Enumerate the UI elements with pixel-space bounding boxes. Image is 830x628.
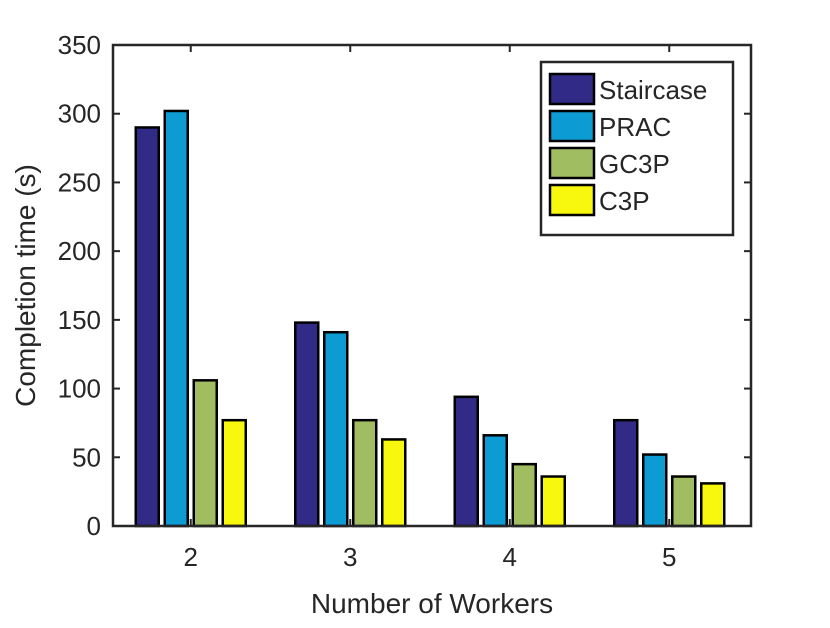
bar-prac-4 bbox=[482, 434, 508, 528]
legend-swatch-prac bbox=[548, 109, 596, 143]
y-tick-label: 100 bbox=[58, 374, 101, 404]
bar-staircase-4 bbox=[453, 395, 479, 528]
legend-label-staircase: Staircase bbox=[599, 75, 707, 105]
bar-c3p-3 bbox=[381, 438, 407, 528]
bar-gc3p-3 bbox=[352, 418, 378, 528]
x-axis-title: Number of Workers bbox=[311, 588, 553, 619]
legend-swatch-gc3p bbox=[548, 146, 596, 180]
legend: Staircase PRAC GC3P C3P bbox=[539, 60, 735, 237]
legend-label-gc3p: GC3P bbox=[599, 149, 670, 179]
ticks-group bbox=[113, 44, 751, 527]
x-tick-label: 4 bbox=[503, 542, 517, 572]
bar-gc3p-5 bbox=[671, 475, 697, 528]
plot-frame bbox=[111, 43, 753, 528]
bar-c3p-5 bbox=[700, 482, 726, 528]
bar-prac-2 bbox=[163, 109, 189, 528]
legend-swatch-staircase bbox=[548, 72, 596, 106]
legend-label-prac: PRAC bbox=[599, 112, 671, 142]
tick-labels-group: 0 50 100 150 200 250 300 350 2 3 4 5 bbox=[58, 30, 677, 572]
legend-swatch-c3p bbox=[548, 183, 596, 217]
bar-gc3p-2 bbox=[192, 379, 218, 528]
bar-c3p-4 bbox=[540, 475, 566, 528]
x-tick-label: 2 bbox=[184, 542, 198, 572]
bar-staircase-2 bbox=[134, 126, 160, 528]
x-tick-label: 3 bbox=[343, 542, 357, 572]
bar-staircase-5 bbox=[613, 418, 639, 528]
bar-prac-5 bbox=[642, 453, 668, 528]
bar-c3p-2 bbox=[221, 418, 247, 528]
legend-label-c3p: C3P bbox=[599, 186, 650, 216]
bar-staircase-3 bbox=[294, 321, 320, 528]
bar-gc3p-4 bbox=[511, 462, 537, 528]
bars-group bbox=[134, 109, 726, 528]
y-tick-label: 300 bbox=[58, 99, 101, 129]
y-tick-label: 0 bbox=[87, 511, 101, 541]
y-tick-label: 50 bbox=[72, 442, 101, 472]
y-tick-label: 150 bbox=[58, 305, 101, 335]
y-tick-label: 350 bbox=[58, 30, 101, 60]
x-tick-label: 5 bbox=[662, 542, 676, 572]
y-tick-label: 250 bbox=[58, 167, 101, 197]
y-tick-label: 200 bbox=[58, 236, 101, 266]
bar-prac-3 bbox=[323, 330, 349, 528]
y-axis-title: Completion time (s) bbox=[10, 164, 41, 407]
